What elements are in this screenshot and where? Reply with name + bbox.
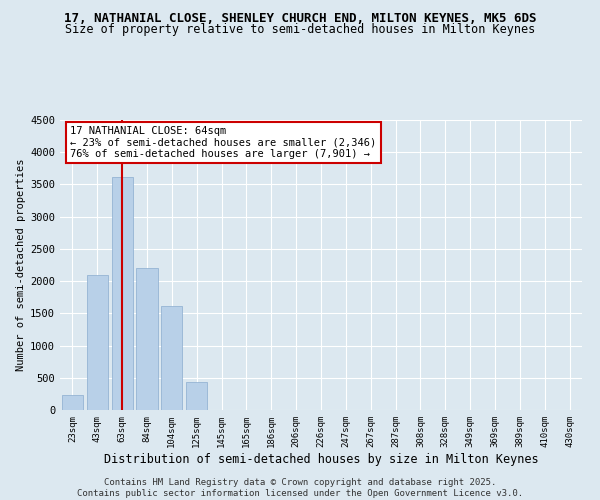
X-axis label: Distribution of semi-detached houses by size in Milton Keynes: Distribution of semi-detached houses by … (104, 452, 538, 466)
Bar (136, 268, 158, 410)
Bar (112, 176, 133, 410)
Text: 17 NATHANIAL CLOSE: 64sqm
← 23% of semi-detached houses are smaller (2,346)
76% : 17 NATHANIAL CLOSE: 64sqm ← 23% of semi-… (70, 126, 377, 159)
Bar (62, 395, 83, 410)
Text: Size of property relative to semi-detached houses in Milton Keynes: Size of property relative to semi-detach… (65, 22, 535, 36)
Bar (161, 306, 182, 410)
Text: 17, NATHANIAL CLOSE, SHENLEY CHURCH END, MILTON KEYNES, MK5 6DS: 17, NATHANIAL CLOSE, SHENLEY CHURCH END,… (64, 12, 536, 26)
Bar (87, 274, 108, 410)
Bar (186, 382, 207, 410)
Text: Contains HM Land Registry data © Crown copyright and database right 2025.
Contai: Contains HM Land Registry data © Crown c… (77, 478, 523, 498)
Y-axis label: Number of semi-detached properties: Number of semi-detached properties (16, 159, 26, 371)
